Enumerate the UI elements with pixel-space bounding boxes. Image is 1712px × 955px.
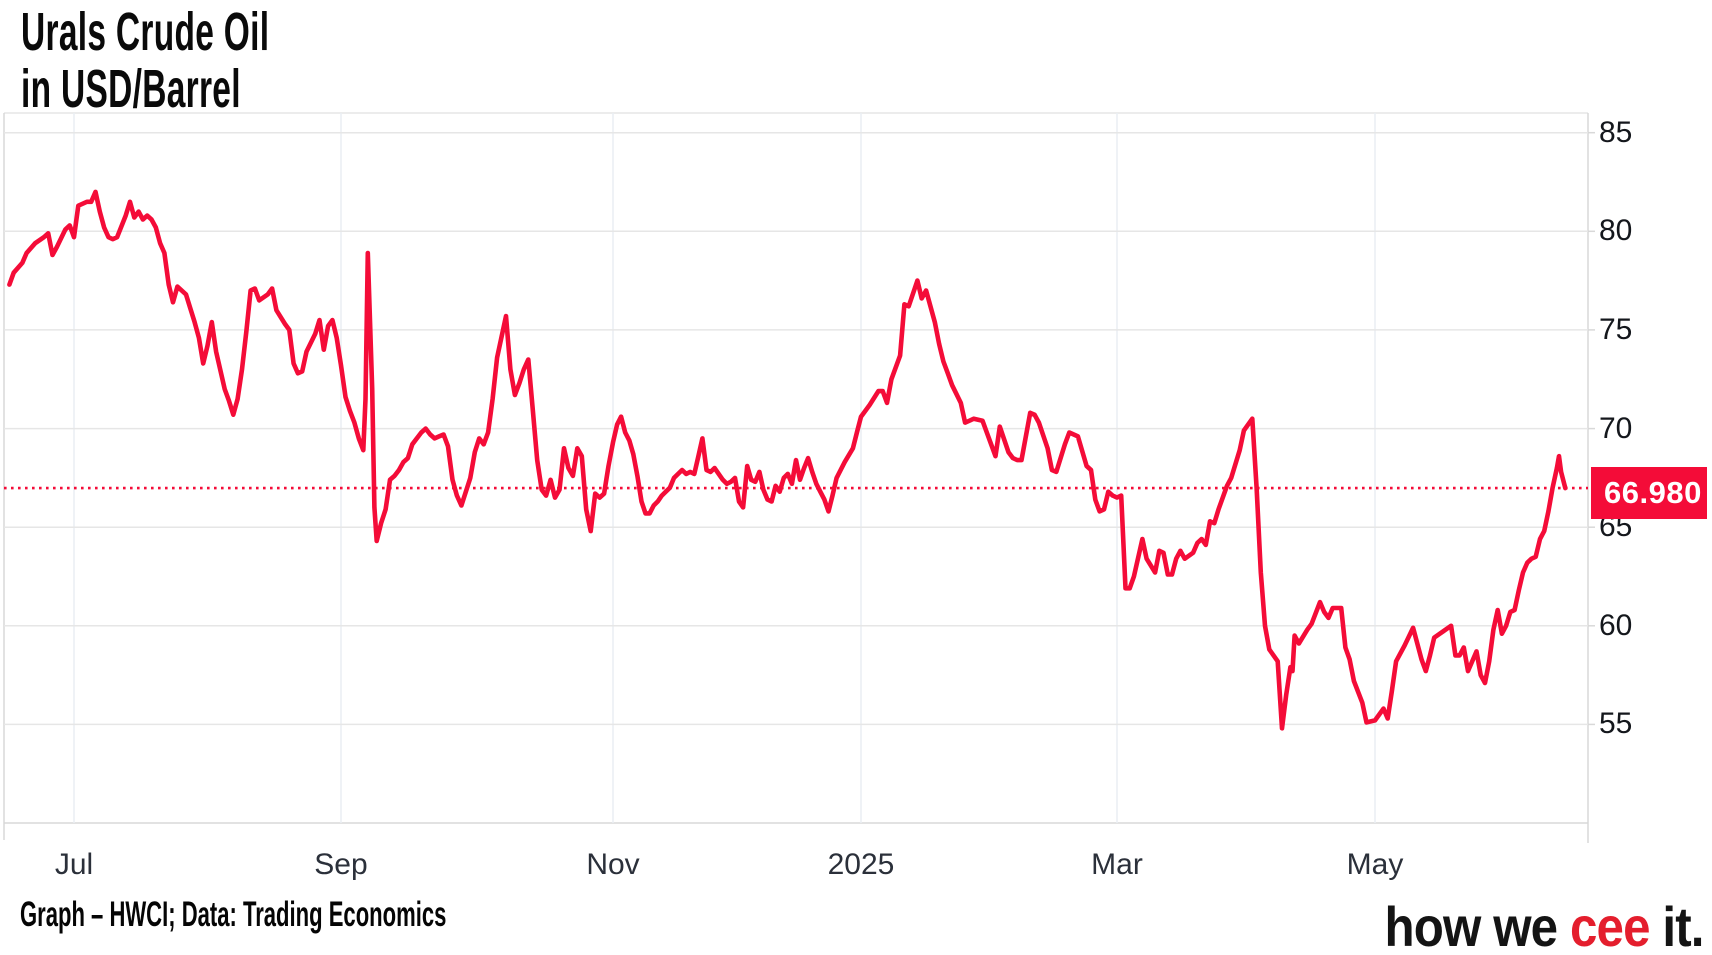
y-axis-tick-label: 70 (1599, 411, 1633, 445)
current-value-badge: 66.980 (1591, 467, 1707, 519)
y-axis-tick-label: 80 (1599, 214, 1633, 248)
logo-part-how-we: how we (1384, 895, 1571, 955)
x-axis-tick-label: Nov (586, 848, 640, 881)
y-axis-tick-label: 55 (1599, 707, 1633, 741)
logo-part-cee: cee (1570, 895, 1651, 955)
x-axis-tick-label: Sep (314, 848, 368, 881)
logo-part-it: it. (1650, 895, 1705, 955)
chart-title-line1: Urals Crude Oil (21, 2, 270, 62)
chart-title-line2: in USD/Barrel (21, 59, 241, 119)
y-axis-tick-label: 60 (1599, 608, 1633, 642)
y-axis-tick-label: 75 (1599, 312, 1633, 346)
x-axis-tick-label: Jul (54, 848, 94, 881)
chart-title: Urals Crude Oil in USD/Barrel (21, 4, 269, 118)
source-credit: Graph – HWCI; Data: Trading Economics (20, 895, 447, 934)
x-axis-tick-label: 2025 (827, 848, 895, 881)
y-axis-tick-label: 85 (1599, 115, 1633, 149)
brand-logo: how we cee it. (1384, 894, 1705, 955)
x-axis-tick-label: Mar (1091, 848, 1143, 881)
x-axis-tick-label: May (1346, 848, 1404, 881)
